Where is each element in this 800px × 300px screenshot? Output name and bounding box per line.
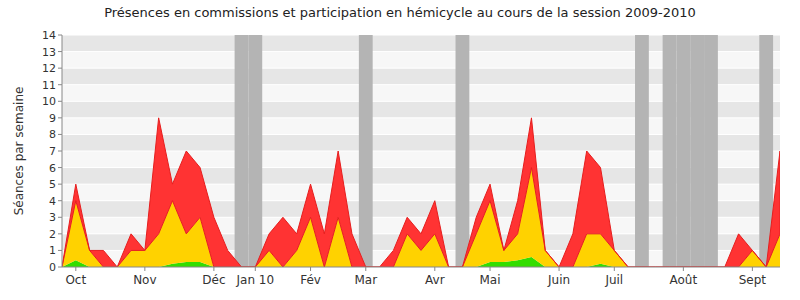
x-tick	[434, 267, 435, 271]
chart: 01234567891011121314OctNovDécJan 10FévMa…	[0, 0, 800, 300]
x-tick-label: Juin	[547, 273, 570, 287]
areas	[62, 118, 780, 267]
y-tick-label: 10	[42, 95, 56, 108]
recess-band	[235, 35, 249, 267]
y-tick	[58, 51, 62, 52]
grid-line	[62, 267, 780, 268]
y-tick-label: 7	[49, 145, 56, 158]
y-tick-label: 4	[49, 195, 56, 208]
area-2	[62, 118, 780, 267]
x-tick	[490, 267, 491, 271]
y-tick-label: 14	[42, 29, 56, 42]
y-tick	[58, 184, 62, 185]
recess-band	[676, 35, 690, 267]
y-tick-label: 1	[49, 244, 56, 257]
y-tick-label: 5	[49, 178, 56, 191]
y-tick-label: 2	[49, 228, 56, 241]
x-tick-label: Avr	[425, 273, 445, 287]
x-tick-label: Juil	[604, 273, 623, 287]
x-tick	[213, 267, 214, 271]
y-tick	[58, 250, 62, 251]
x-tick	[75, 267, 76, 271]
y-tick	[58, 35, 62, 36]
y-tick-label: 8	[49, 128, 56, 141]
y-axis	[62, 35, 63, 267]
y-tick-label: 0	[49, 261, 56, 274]
y-label: Séances par semaine	[12, 87, 26, 216]
x-tick	[559, 267, 560, 271]
y-tick-label: 9	[49, 112, 56, 125]
y-tick	[58, 101, 62, 102]
x-tick	[144, 267, 145, 271]
x-axis	[62, 267, 780, 268]
x-tick-label: Sept	[739, 273, 767, 287]
x-tick-label: Déc	[202, 273, 225, 287]
x-tick-label: Nov	[133, 273, 156, 287]
recess-band	[690, 35, 704, 267]
recess-band	[635, 35, 649, 267]
y-tick	[58, 68, 62, 69]
x-tick	[365, 267, 366, 271]
y-tick	[58, 217, 62, 218]
x-tick	[255, 267, 256, 271]
x-tick-label: Jan 10	[236, 273, 275, 287]
y-tick-label: 6	[49, 162, 56, 175]
recess-band	[704, 35, 718, 267]
x-tick	[683, 267, 684, 271]
recess-band	[456, 35, 470, 267]
y-tick	[58, 84, 62, 85]
x-tick	[614, 267, 615, 271]
x-tick-label: Août	[670, 273, 698, 287]
y-tick	[58, 117, 62, 118]
y-tick-label: 3	[49, 211, 56, 224]
x-tick	[310, 267, 311, 271]
y-tick-label: 13	[42, 46, 56, 59]
x-tick-label: Mai	[480, 273, 501, 287]
y-tick	[58, 151, 62, 152]
y-tick	[58, 200, 62, 201]
y-tick-label: 11	[42, 79, 56, 92]
recess-band	[359, 35, 373, 267]
y-tick-label: 12	[42, 62, 56, 75]
y-tick	[58, 167, 62, 168]
x-tick-label: Mar	[354, 273, 377, 287]
y-tick	[58, 267, 62, 268]
x-tick-label: Oct	[65, 273, 86, 287]
recess-band	[248, 35, 262, 267]
x-tick	[752, 267, 753, 271]
y-tick	[58, 134, 62, 135]
y-tick	[58, 233, 62, 234]
x-tick-label: Fév	[300, 273, 321, 287]
title: Présences en commissions et participatio…	[104, 5, 696, 20]
recess-band	[663, 35, 677, 267]
